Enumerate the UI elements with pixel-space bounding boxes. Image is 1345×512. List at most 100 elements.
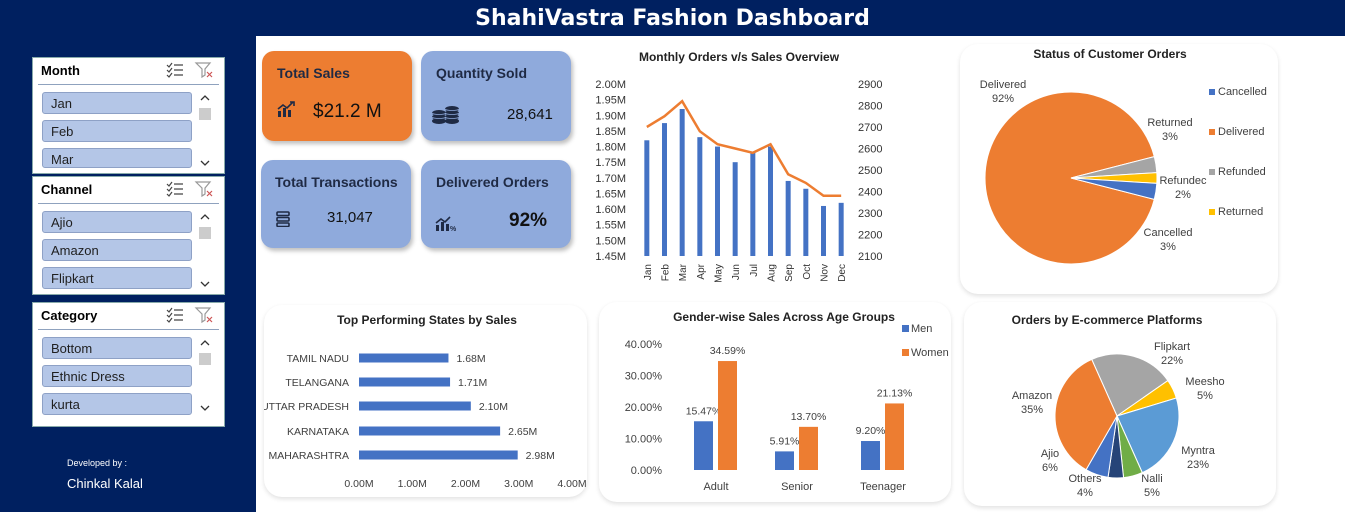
data-label: Ajio [1041,448,1059,460]
bar [799,426,818,470]
x-tick-label: May [714,264,725,283]
data-label: 21.13% [877,387,913,399]
x-tick-label: 2.00M [451,478,480,490]
bar [359,450,518,460]
y-tick-label: 1.75M [595,157,626,169]
y-tick-label: 10.00% [625,434,663,446]
data-label: 3% [1162,131,1178,143]
data-label: 5% [1144,487,1160,499]
data-label: Nalli [1141,473,1162,485]
panel-states-chart [264,305,587,497]
multi-select-icon[interactable] [165,180,185,198]
clear-filter-icon[interactable] [194,306,214,324]
y-tick-label: 0.00% [631,465,662,477]
x-tick-label: Senior [781,481,813,493]
y-tick-label: 20.00% [625,402,663,414]
data-label: 6% [1042,462,1058,474]
pie-slice-amazon [1054,358,1118,471]
category-label: TAMIL NADU [287,353,349,365]
y2-tick-label: 2300 [858,208,882,220]
author-name: Chinkal Kalal [67,476,143,491]
slicer-item[interactable]: Ethnic Dress [42,365,192,387]
chart-title: Status of Customer Orders [1033,47,1187,61]
slicer-item[interactable]: Jan [42,92,192,114]
data-label: Flipkart [1154,341,1190,353]
clear-filter-icon[interactable] [194,61,214,79]
kpi-value: 28,641 [507,106,553,123]
slicer-item[interactable]: kurta [42,393,192,415]
y-tick-label: 1.60M [595,204,626,216]
monthly-orders-sales-chart: Monthly Orders v/s Sales Overview 1.45M 1… [595,50,882,283]
chart-title: Orders by E-commerce Platforms [1012,313,1203,327]
legend-swatch [1209,209,1215,215]
slicer-item[interactable]: Bottom [42,337,192,359]
y-tick-label: 1.80M [595,142,626,154]
y-tick-label: 1.45M [595,251,626,263]
data-label: Meesho [1185,376,1224,388]
slicer-header: Month [38,58,219,85]
legend-swatch [902,349,909,356]
kpi-value: $21.2 M [313,101,382,122]
data-label: Returned [1147,117,1192,129]
gender-age-sales-chart: Gender-wise Sales Across Age Groups 0.00… [625,310,949,493]
multi-select-icon[interactable] [165,61,185,79]
data-label: 22% [1161,355,1183,367]
coins-icon [431,106,460,124]
kpi-total-sales: Total Sales $21.2 M [262,51,412,141]
bar [679,109,685,256]
slicer-item[interactable]: Feb [42,120,192,142]
data-label: 15.47% [686,405,722,417]
slicer-scrollbar[interactable] [197,210,213,290]
bar [359,426,501,436]
category-label: UTTAR PRADESH [264,401,349,413]
bar [359,401,471,411]
kpi-label: Total Sales [277,65,350,81]
slicer-header: Channel [38,177,219,204]
x-tick-label: Feb [661,264,672,282]
kpi-quantity-sold: Quantity Sold 28,641 [421,51,571,141]
clear-filter-icon[interactable] [194,180,214,198]
slicer-channel: Channel Ajio Amazon Flipkart [32,176,225,295]
x-tick-label: Mar [678,263,689,281]
kpi-label: Quantity Sold [436,65,527,81]
slicer-scrollbar[interactable] [197,91,213,171]
y-tick-label: 1.95M [595,95,626,107]
data-label: 1.68M [456,353,485,365]
bar [838,202,844,256]
data-label: 34.59% [710,345,746,357]
transactions-icon [276,211,290,227]
y-tick-label: 1.50M [595,235,626,247]
slicer-item[interactable]: Amazon [42,239,192,261]
customer-order-status-chart: Status of Customer Orders Delivered 92% Re… [980,47,1267,265]
slicer-item[interactable]: Ajio [42,211,192,233]
line-series [646,99,842,198]
multi-select-icon[interactable] [165,306,185,324]
x-tick-label: Teenager [860,481,906,493]
kpi-delivered-orders: Delivered Orders % 92% [421,160,571,248]
data-label: 5% [1197,390,1213,402]
x-tick-label: 0.00M [344,478,373,490]
kpi-value: 31,047 [327,209,373,226]
y-tick-label: 1.65M [595,188,626,200]
data-label: 2.10M [479,401,508,413]
bar [775,451,794,470]
data-label: 5.91% [770,435,800,447]
category-label: MAHARASHTRA [268,450,349,462]
y2-tick-label: 2100 [858,251,882,263]
x-tick-label: Adult [703,481,728,493]
slicer-item[interactable]: Mar [42,148,192,168]
slicer-category: Category Bottom Ethnic Dress kurta [32,302,225,427]
y-tick-label: 2.00M [595,79,626,91]
data-label: 4% [1077,487,1093,499]
data-label: Delivered [980,79,1026,91]
slicer-scrollbar[interactable] [197,336,213,416]
bar [715,146,720,256]
y2-tick-label: 2600 [858,144,882,156]
slicer-item[interactable]: Flipkart [42,267,192,289]
y2-tick-label: 2700 [858,122,882,134]
chart-title: Top Performing States by Sales [337,313,517,327]
y-tick-label: 1.85M [595,126,626,138]
y2-tick-label: 2800 [858,101,882,113]
y-tick-label: 30.00% [625,371,663,383]
y2-tick-label: 2900 [858,79,882,91]
